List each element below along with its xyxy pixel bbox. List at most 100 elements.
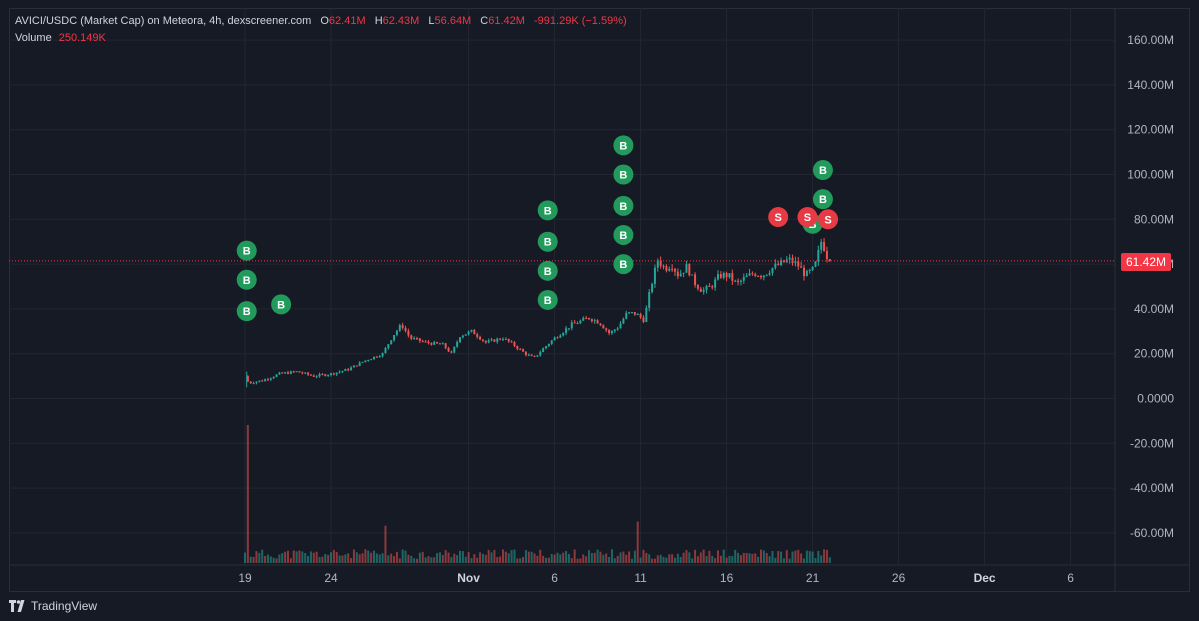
volume-bar (269, 556, 272, 563)
volume-bar (639, 557, 642, 563)
candle-body (596, 320, 599, 324)
volume-bar (645, 552, 648, 563)
volume-bar (573, 549, 576, 563)
candle-body (696, 285, 699, 289)
buy-marker: B (537, 260, 558, 281)
marker-label: S (824, 214, 831, 226)
candle-body (513, 342, 516, 347)
candle-body (504, 338, 507, 340)
candle-body (734, 280, 737, 282)
candle-body (719, 274, 722, 278)
sell-marker: S (768, 207, 789, 228)
candle-body (261, 380, 264, 382)
candle-body (387, 344, 390, 349)
volume-bar (628, 551, 631, 563)
volume-bar (487, 549, 490, 563)
marker-label: B (619, 140, 627, 152)
volume-bar (261, 549, 264, 563)
volume-bar (413, 558, 416, 563)
candle-body (619, 323, 622, 329)
candle-body (447, 348, 450, 352)
volume-bar (298, 550, 301, 563)
candle-body (355, 365, 358, 367)
candle-body (682, 272, 685, 274)
volume-bar (476, 557, 479, 563)
candle-body (404, 328, 407, 331)
candle-body (645, 307, 648, 322)
footer-brand[interactable]: TradingView (9, 598, 97, 614)
close-value: 61.42M (488, 15, 525, 27)
open-label: O (320, 15, 329, 27)
volume-bar (788, 558, 791, 563)
candle-body (593, 320, 596, 322)
volume-bar (289, 558, 292, 563)
candle-body (490, 339, 493, 341)
marker-label: B (544, 205, 552, 217)
marker-circle (537, 289, 558, 310)
volume-bar (433, 557, 436, 563)
candle-body (823, 241, 826, 251)
candle-body (307, 372, 310, 375)
volume-bar (390, 553, 393, 563)
candle-body (808, 269, 811, 271)
candle-body (258, 380, 261, 382)
volume-bar (410, 555, 413, 563)
volume-bar (470, 558, 473, 563)
candle-body (493, 339, 496, 342)
candle-body (671, 268, 674, 270)
candle-body (338, 371, 341, 373)
candle-body (610, 331, 613, 334)
volume-bar (556, 552, 559, 563)
candle-body (699, 288, 702, 292)
candle-body (502, 339, 504, 341)
volume-bar (636, 521, 639, 563)
marker-label: B (619, 259, 627, 271)
candle-body (361, 361, 364, 363)
volume-bar (602, 554, 605, 563)
candle-body (722, 273, 725, 278)
volume-bar (447, 552, 450, 563)
volume-bar (355, 552, 358, 563)
candle-body (398, 325, 401, 331)
volume-bar (674, 557, 676, 563)
candle-body (579, 320, 582, 324)
candle-body (751, 273, 754, 275)
volume-bar (791, 551, 794, 563)
candle-body (570, 322, 573, 329)
candle-body (378, 356, 381, 358)
candle-body (828, 259, 831, 261)
volume-bar (278, 554, 281, 563)
volume-bar (295, 551, 298, 563)
volume-bar (281, 553, 284, 563)
volume-bar (467, 552, 470, 563)
candle-body (576, 323, 579, 325)
volume-bar (266, 554, 269, 563)
candle-body (800, 266, 803, 268)
volume-bar (330, 552, 332, 563)
volume-bar (347, 553, 350, 563)
candle-body (289, 371, 292, 374)
candle-body (344, 369, 347, 371)
high-value: 62.43M (382, 15, 420, 27)
candle-body (438, 343, 441, 345)
volume-bar (441, 555, 444, 563)
marker-circle (812, 189, 833, 210)
volume-bar (502, 549, 504, 563)
candle-body (367, 360, 370, 362)
volume-bar (559, 554, 562, 563)
marker-label: B (243, 246, 251, 258)
candle-body (711, 286, 714, 288)
marker-label: B (619, 201, 627, 213)
candle-body (375, 356, 378, 358)
volume-bar (473, 554, 476, 563)
volume-bar (530, 551, 533, 563)
candle-body (608, 330, 611, 334)
candle-body (332, 373, 335, 375)
volume-bar (610, 549, 613, 563)
y-tick-label: 160.00M (1127, 33, 1174, 47)
candle-body (522, 349, 525, 352)
candle-body (324, 374, 327, 376)
candle-body (791, 257, 794, 263)
candle-body (287, 372, 289, 374)
